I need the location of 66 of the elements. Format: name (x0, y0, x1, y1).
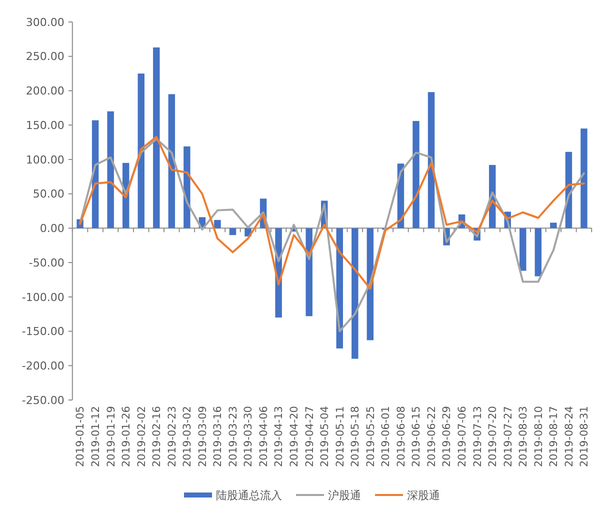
x-tick-label: 2019-08-17 (548, 406, 560, 468)
x-tick-label: 2019-04-20 (288, 406, 300, 468)
bar (580, 128, 588, 228)
bar (412, 120, 420, 228)
y-tick-label: 150.00 (26, 118, 64, 132)
bar (352, 228, 358, 359)
y-tick-label: 50.00 (32, 188, 64, 201)
y-tick-label: 200.00 (26, 84, 64, 98)
x-tick-label: 2019-01-05 (74, 406, 87, 468)
bar (520, 228, 526, 271)
x-tick-label: 2019-05-18 (350, 406, 362, 468)
x-tick-label: 2019-06-15 (410, 406, 423, 468)
x-tick-label: 2019-02-02 (136, 406, 148, 468)
x-tick-label: 2019-02-23 (166, 406, 178, 468)
x-tick-label: 2019-01-26 (120, 406, 133, 468)
x-tick-label: 2019-08-10 (532, 406, 545, 468)
x-tick-label: 2019-07-27 (502, 406, 514, 468)
x-tick-label: 2019-07-13 (472, 406, 484, 468)
y-tick-label: -200.00 (22, 359, 64, 372)
bar (168, 94, 176, 228)
x-tick-label: 2019-02-16 (151, 406, 164, 468)
y-tick-label: 250.00 (26, 50, 64, 64)
legend-label: 陆股通总流入 (216, 488, 282, 502)
bar (184, 146, 190, 228)
legend-label: 沪股通 (328, 488, 361, 502)
x-tick-label: 2019-08-31 (578, 406, 591, 468)
bar (214, 220, 221, 228)
line-series (79, 136, 585, 290)
x-tick-label: 2019-01-12 (90, 406, 102, 468)
x-tick-label: 2019-05-25 (364, 406, 377, 468)
x-tick-label: 2019-04-06 (258, 406, 270, 468)
x-tick-label: 2019-03-23 (227, 406, 240, 468)
x-tick-label: 2019-03-30 (242, 406, 255, 468)
x-tick-label: 2019-07-20 (487, 406, 500, 468)
x-tick-label: 2019-05-11 (334, 406, 346, 468)
x-tick-label: 2019-04-27 (304, 406, 316, 468)
x-tick-label: 2019-03-02 (182, 406, 194, 468)
x-tick-label: 2019-04-13 (273, 406, 286, 468)
y-tick-label: 0.00 (40, 222, 64, 236)
bar (550, 222, 557, 228)
bar (153, 47, 160, 228)
x-tick-label: 2019-05-04 (319, 406, 332, 468)
legend-label: 深股通 (407, 488, 440, 502)
x-tick-label: 2019-08-03 (518, 406, 530, 468)
bar (138, 74, 144, 228)
y-tick-label: -50.00 (28, 256, 64, 270)
bar (428, 92, 435, 228)
bar (306, 228, 312, 316)
line-series (79, 138, 585, 332)
y-tick-label: -250.00 (22, 394, 64, 407)
y-tick-label: -100.00 (22, 290, 64, 304)
x-tick-label: 2019-06-01 (380, 406, 392, 468)
x-tick-label: 2019-01-19 (105, 406, 118, 468)
x-tick-label: 2019-06-29 (441, 406, 454, 468)
x-tick-label: 2019-06-22 (426, 406, 438, 468)
x-tick-label: 2019-07-06 (456, 406, 468, 468)
y-tick-label: 300.00 (26, 16, 64, 29)
x-tick-label: 2019-08-24 (563, 406, 576, 468)
x-tick-label: 2019-03-09 (196, 406, 209, 468)
y-tick-label: -150.00 (22, 325, 64, 338)
y-tick-label: 100.00 (26, 153, 64, 166)
bar (107, 111, 114, 228)
bar (534, 228, 542, 276)
x-tick-label: 2019-03-16 (212, 406, 224, 468)
bar (229, 228, 236, 236)
x-tick-label: 2019-06-08 (395, 406, 408, 468)
